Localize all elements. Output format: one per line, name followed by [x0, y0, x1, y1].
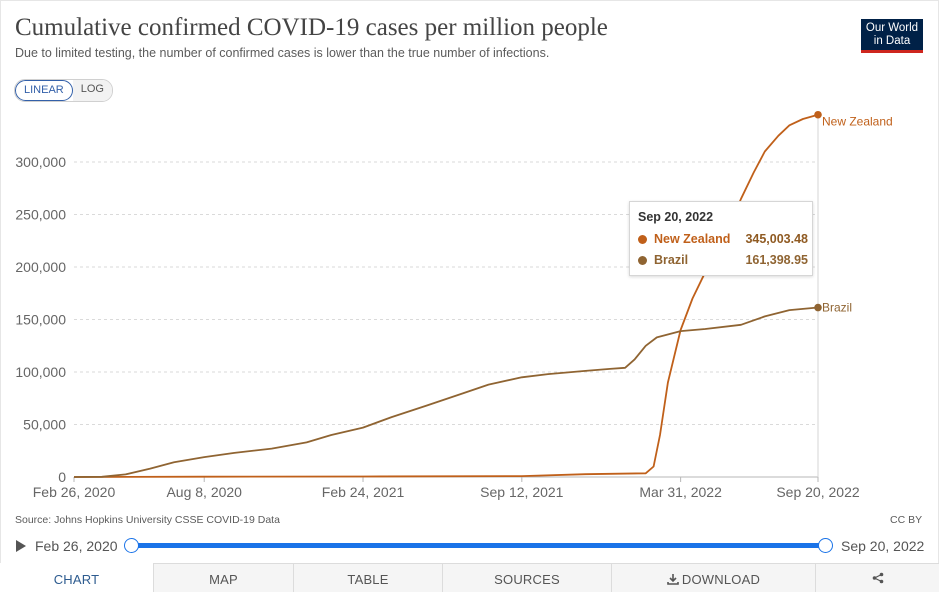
- y-tick-label: 50,000: [23, 417, 66, 433]
- y-tick-label: 150,000: [15, 312, 66, 328]
- log-scale-button[interactable]: LOG: [72, 80, 112, 101]
- tab-label: SOURCES: [494, 572, 560, 587]
- tab-chart[interactable]: CHART: [0, 563, 153, 592]
- tooltip-row-new-zealand: New Zealand 345,003.48: [638, 232, 808, 248]
- x-tick-label: Sep 20, 2022: [776, 484, 860, 500]
- y-tick-label: 250,000: [15, 207, 66, 223]
- timeline-start-handle[interactable]: [124, 538, 139, 553]
- tab-label: TABLE: [347, 572, 389, 587]
- share-icon: [872, 572, 883, 584]
- tooltip-series-name: Brazil: [654, 253, 689, 267]
- download-icon: [667, 574, 679, 585]
- timeline-end-handle[interactable]: [818, 538, 833, 553]
- tab-download[interactable]: DOWNLOAD: [611, 563, 815, 592]
- tab-label: DOWNLOAD: [681, 572, 761, 587]
- chart-subtitle: Due to limited testing, the number of co…: [15, 46, 550, 60]
- tab-bar: CHART MAP TABLE SOURCES DOWNLOAD: [0, 563, 939, 592]
- tooltip-series-value: 345,003.48: [745, 232, 808, 246]
- source-note[interactable]: Source: Johns Hopkins University CSSE CO…: [15, 514, 280, 526]
- tooltip-row-brazil: Brazil 161,398.95: [638, 253, 808, 269]
- x-tick-label: Sep 12, 2021: [480, 484, 564, 500]
- tab-sources[interactable]: SOURCES: [442, 563, 611, 592]
- tab-map[interactable]: MAP: [153, 563, 293, 592]
- tab-label: MAP: [209, 572, 238, 587]
- series-line-new-zealand: [73, 113, 819, 478]
- chart-title: Cumulative confirmed COVID-19 cases per …: [15, 14, 608, 41]
- series-end-point: [814, 303, 822, 312]
- license-label[interactable]: CC BY: [890, 514, 923, 526]
- x-tick-label: Aug 8, 2020: [166, 484, 242, 500]
- hover-tooltip: Sep 20, 2022 New Zealand 345,003.48 Braz…: [629, 201, 813, 276]
- linear-scale-button[interactable]: LINEAR: [15, 80, 73, 101]
- line-chart[interactable]: 0 50,000 100,000 150,000 200,000 250,000 300,0…: [0, 0, 939, 505]
- scale-toggle: LINEAR LOG: [14, 79, 113, 102]
- logo-line-1: Our World: [865, 22, 919, 34]
- owid-logo[interactable]: Our World in Data: [861, 19, 923, 53]
- x-tick-label: Feb 26, 2020: [33, 484, 116, 500]
- timeline-end-label: Sep 20, 2022: [841, 538, 925, 554]
- tooltip-series-name: New Zealand: [654, 232, 731, 246]
- y-tick-label: 100,000: [15, 364, 66, 380]
- x-tick-label: Mar 31, 2022: [639, 484, 722, 500]
- series-end-label: Brazil: [822, 301, 852, 315]
- tooltip-date: Sep 20, 2022: [638, 210, 714, 224]
- tab-share[interactable]: [815, 563, 939, 592]
- brazil-dot-icon: [638, 256, 647, 265]
- series-end-point: [814, 110, 822, 119]
- timeline-track[interactable]: [131, 543, 825, 548]
- timeline-start-label: Feb 26, 2020: [35, 538, 118, 554]
- series-line-brazil: [73, 306, 819, 478]
- y-tick-label: 300,000: [15, 154, 66, 170]
- x-tick-label: Feb 24, 2021: [322, 484, 405, 500]
- tab-label: CHART: [53, 572, 100, 587]
- play-icon[interactable]: [16, 540, 26, 552]
- y-tick-label: 200,000: [15, 259, 66, 275]
- logo-line-2: in Data: [873, 35, 911, 47]
- tab-table[interactable]: TABLE: [293, 563, 442, 592]
- new-zealand-dot-icon: [638, 235, 647, 244]
- tooltip-series-value: 161,398.95: [745, 253, 808, 267]
- series-end-label: New Zealand: [822, 115, 893, 129]
- y-tick-label: 0: [58, 469, 66, 485]
- logo-accent-bar: [861, 50, 923, 53]
